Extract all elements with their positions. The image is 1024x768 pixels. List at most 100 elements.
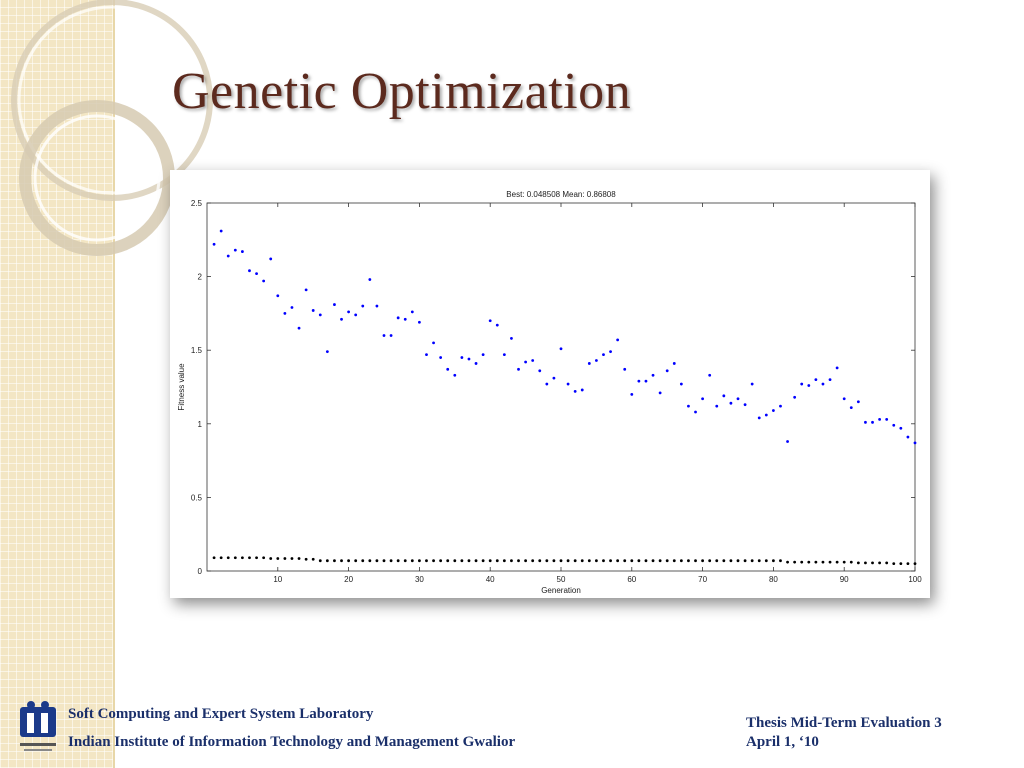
best-fitness-point xyxy=(333,559,336,563)
mean-fitness-point xyxy=(233,248,237,252)
best-fitness-point xyxy=(233,556,237,560)
best-fitness-point xyxy=(701,559,704,563)
mean-fitness-point xyxy=(559,347,563,351)
footer-date: April 1, ‘10 xyxy=(746,734,819,750)
mean-fitness-point xyxy=(219,229,223,233)
best-fitness-point xyxy=(772,559,775,563)
mean-fitness-point xyxy=(248,269,251,273)
mean-fitness-point xyxy=(453,373,457,377)
best-fitness-point xyxy=(531,559,535,563)
best-fitness-point xyxy=(729,559,733,563)
mean-fitness-point xyxy=(311,309,315,312)
mean-fitness-point xyxy=(531,359,535,362)
sidebar-background xyxy=(0,0,115,768)
best-fitness-point xyxy=(410,559,414,563)
y-tick-label: 0 xyxy=(198,567,203,576)
mean-fitness-point xyxy=(474,362,478,365)
y-tick-label: 2.5 xyxy=(191,199,203,208)
best-fitness-point xyxy=(361,559,365,563)
mean-fitness-point xyxy=(340,317,343,321)
mean-fitness-point xyxy=(786,440,789,443)
mean-fitness-point xyxy=(665,369,669,373)
fitness-chart: 10 20 30 40 50 60 70 80 90 100 0 0.5 1 1.5 2 2.5 Best: 0… xyxy=(177,190,922,595)
mean-fitness-point xyxy=(318,313,322,317)
mean-fitness-point xyxy=(410,310,414,314)
best-fitness-point xyxy=(439,559,443,563)
best-fitness-point xyxy=(609,559,612,563)
x-tick-label: 40 xyxy=(486,575,495,584)
mean-fitness-point xyxy=(736,397,740,401)
mean-fitness-point xyxy=(297,326,301,330)
mean-fitness-point xyxy=(878,417,881,421)
best-fitness-point xyxy=(311,557,315,561)
mean-fitness-point xyxy=(764,413,768,417)
best-fitness-point xyxy=(864,561,867,565)
best-fitness-point xyxy=(382,559,386,563)
best-fitness-point xyxy=(552,559,556,563)
chart-title: Best: 0.048508 Mean: 0.86808 xyxy=(506,190,616,199)
best-fitness-point xyxy=(517,559,520,563)
mean-fitness-point xyxy=(517,367,520,371)
best-fitness-point xyxy=(623,559,627,563)
best-fitness-point xyxy=(764,559,768,563)
best-fitness-point xyxy=(779,559,782,563)
best-fitness-point xyxy=(425,559,428,563)
mean-fitness-point xyxy=(432,341,435,345)
mean-fitness-point xyxy=(779,404,782,408)
best-fitness-point xyxy=(212,556,216,560)
mean-fitness-point xyxy=(672,362,676,365)
footer-institute-name: Indian Institute of Information Technolo… xyxy=(68,734,516,750)
x-tick-label: 30 xyxy=(415,575,424,584)
mean-fitness-point xyxy=(552,376,556,380)
footer-event: Thesis Mid-Term Evaluation 3 xyxy=(746,715,942,731)
best-fitness-point xyxy=(524,559,527,563)
best-fitness-point xyxy=(460,559,464,563)
best-fitness-point xyxy=(743,559,747,563)
mean-fitness-point xyxy=(871,420,874,424)
best-fitness-point xyxy=(637,559,641,563)
best-fitness-point xyxy=(899,562,903,566)
best-fitness-point xyxy=(856,561,860,565)
mean-fitness-point xyxy=(587,362,591,365)
best-fitness-point xyxy=(587,559,591,563)
mean-fitness-point xyxy=(644,379,648,383)
best-fitness-point xyxy=(885,561,889,565)
best-fitness-point xyxy=(616,559,620,563)
mean-fitness-point xyxy=(361,304,365,308)
best-fitness-point xyxy=(389,559,393,563)
mean-fitness-point xyxy=(757,416,761,420)
mean-fitness-point xyxy=(446,367,450,371)
best-fitness-point xyxy=(495,559,499,563)
mean-fitness-point xyxy=(467,357,471,361)
best-fitness-point xyxy=(559,559,563,563)
mean-fitness-point xyxy=(502,353,506,357)
best-fitness-point xyxy=(828,560,832,564)
best-fitness-point xyxy=(715,559,719,563)
best-fitness-point xyxy=(403,559,407,563)
best-fitness-point xyxy=(871,561,874,565)
mean-fitness-point xyxy=(396,316,400,320)
mean-fitness-point xyxy=(906,435,910,439)
best-fitness-point xyxy=(665,559,669,563)
mean-fitness-point xyxy=(545,382,549,386)
mean-fitness-point xyxy=(460,356,464,359)
mean-fitness-point xyxy=(241,250,244,253)
best-fitness-point xyxy=(602,559,605,563)
best-fitness-point xyxy=(538,559,542,563)
y-tick-label: 2 xyxy=(198,273,203,282)
mean-fitness-point xyxy=(375,304,379,308)
mean-fitness-point xyxy=(573,390,577,393)
best-fitness-point xyxy=(481,559,485,563)
best-fitness-point xyxy=(304,557,308,561)
best-fitness-point xyxy=(757,559,761,563)
best-fitness-point xyxy=(644,559,648,563)
mean-fitness-point xyxy=(616,338,620,342)
mean-fitness-point xyxy=(899,426,903,430)
chart-figure: 10 20 30 40 50 60 70 80 90 100 0 0.5 1 1.5 2 2.5 Best: 0… xyxy=(170,170,930,598)
best-fitness-point xyxy=(651,559,655,563)
mean-fitness-point xyxy=(687,404,690,408)
footer-lab-name: Soft Computing and Expert System Laborat… xyxy=(68,706,374,722)
mean-fitness-point xyxy=(630,392,634,396)
mean-fitness-point xyxy=(276,294,280,298)
best-fitness-point xyxy=(892,562,896,566)
